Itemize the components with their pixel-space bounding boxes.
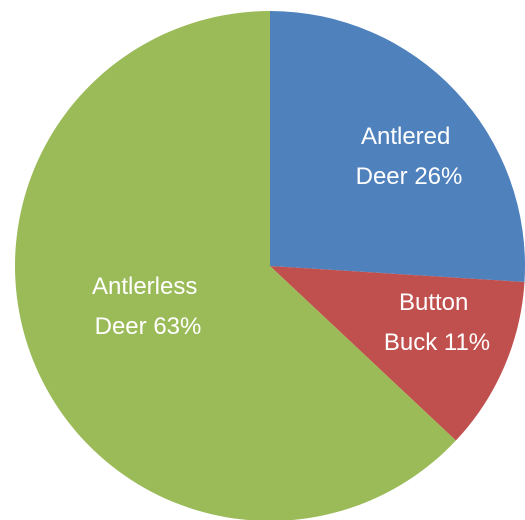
slice-label-antlerless-line1: Antlerless — [92, 273, 197, 300]
slice-label-antlered-line2: Deer 26% — [356, 163, 463, 190]
slice-label-button-buck-line1: Button — [399, 289, 468, 316]
slice-label-antlerless: Antlerless Deer 63% — [92, 273, 204, 340]
pie-labels: Antlered Deer 26% Button Buck 11% Antler… — [92, 123, 490, 356]
pie-slice-antlerless — [15, 11, 456, 520]
pie-slices — [15, 11, 525, 520]
slice-label-button-buck: Button Buck 11% — [384, 289, 490, 356]
slice-label-antlered: Antlered Deer 26% — [356, 123, 463, 190]
pie-slice-antlered — [270, 11, 525, 283]
slice-label-antlered-line1: Antlered — [361, 123, 450, 150]
pie-slice-button — [270, 266, 525, 441]
slice-label-button-buck-line2: Buck 11% — [384, 329, 490, 356]
slice-label-antlerless-line2: Deer 63% — [95, 313, 202, 340]
